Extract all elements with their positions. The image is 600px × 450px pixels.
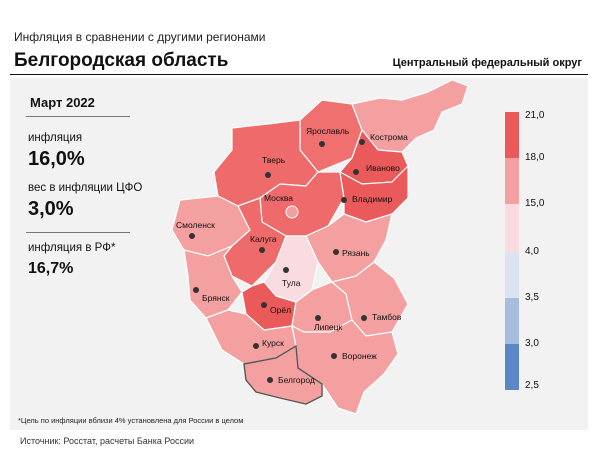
- label-ivanovo: Иваново: [366, 163, 400, 173]
- belgorod-highlight-outline: [243, 344, 323, 405]
- region-ryazan[interactable]: [305, 213, 393, 283]
- legend-tick: 15,0: [525, 198, 545, 209]
- legend-swatch-2: [505, 204, 519, 252]
- legend-swatch-4: [505, 298, 519, 344]
- label-voronezh: Воронеж: [342, 351, 377, 361]
- district-label: Центральный федеральный округ: [392, 57, 582, 69]
- source-note: Источник: Росстат, расчеты Банка России: [20, 436, 195, 446]
- label-smolensk: Смоленск: [176, 220, 215, 230]
- label-tambov: Тамбов: [372, 312, 402, 322]
- label-kursk: Курск: [262, 338, 284, 348]
- legend-swatch-5: [505, 344, 519, 390]
- region-tambov[interactable]: [331, 261, 409, 337]
- legend-tick: 4,0: [525, 246, 539, 257]
- footnote: *Цель по инфляции вблизи 4% установлена …: [18, 416, 244, 425]
- legend-swatch-1: [505, 158, 519, 204]
- label-moscow: Москва: [264, 193, 293, 203]
- label-belgorod: Белгород: [278, 375, 315, 385]
- label-tver: Тверь: [262, 155, 286, 165]
- label-vladimir: Владимир: [352, 194, 393, 204]
- weight-label: вес в инфляции ЦФО: [28, 182, 143, 194]
- legend-swatch-0: [505, 112, 519, 158]
- page-title: Белгородская область: [14, 50, 229, 71]
- chart-subtitle: Инфляция в сравнении с другими регионами: [14, 30, 266, 44]
- label-bryansk: Брянск: [202, 293, 230, 303]
- period-label: Март 2022: [30, 95, 95, 110]
- legend-tick: 18,0: [525, 152, 545, 163]
- city-markers: Ярославль Кострома Тверь Иваново Москва …: [176, 126, 408, 385]
- info-divider-2: [26, 232, 130, 233]
- legend-tick: 2,5: [525, 380, 539, 391]
- label-kostroma: Кострома: [370, 132, 408, 142]
- legend-tick: 21,0: [525, 110, 545, 121]
- legend-tick: 3,5: [525, 292, 539, 303]
- legend-tick: 3,0: [525, 338, 539, 349]
- inflation-value: 16,0%: [28, 148, 85, 170]
- region-vladimir[interactable]: [339, 165, 409, 223]
- label-oryol: Орёл: [270, 305, 291, 315]
- label-tula: Тула: [282, 278, 301, 288]
- russia-inflation-label: инфляция в РФ*: [28, 242, 116, 254]
- info-divider: [26, 116, 130, 117]
- legend-swatch-3: [505, 252, 519, 298]
- inflation-label: инфляция: [28, 132, 83, 144]
- label-kaluga: Калуга: [250, 234, 277, 244]
- label-ryazan: Рязань: [342, 248, 370, 258]
- russia-inflation-value: 16,7%: [28, 260, 74, 277]
- title-divider: [10, 74, 588, 75]
- weight-value: 3,0%: [28, 198, 74, 220]
- color-legend: 21,0 18,0 15,0 4,0 3,5 3,0 2,5: [505, 110, 565, 391]
- label-lipetsk: Липецк: [314, 322, 343, 332]
- label-yaroslavl: Ярославль: [306, 126, 350, 136]
